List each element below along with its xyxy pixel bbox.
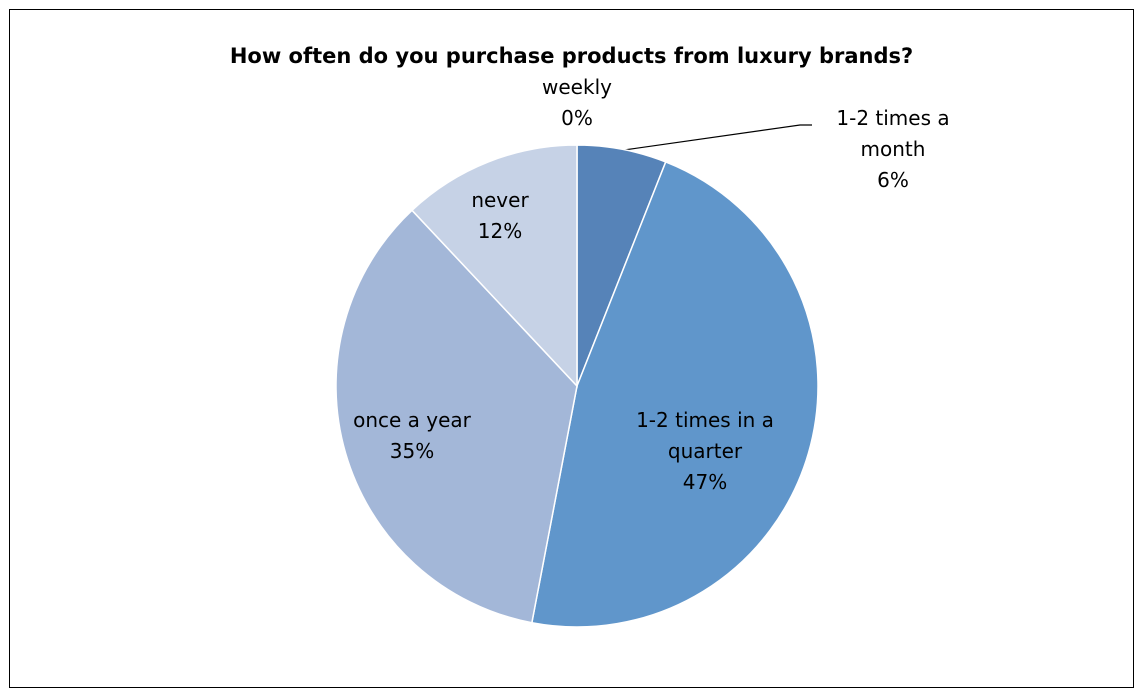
value-label: 12% xyxy=(477,219,523,243)
leader-line xyxy=(623,124,812,151)
category-label: weekly xyxy=(542,75,612,99)
value-label: 47% xyxy=(682,470,728,494)
chart-title: How often do you purchase products from … xyxy=(229,44,914,68)
data-label: weekly 0% xyxy=(507,72,647,134)
data-label: 1-2 times a month 6% xyxy=(823,103,963,196)
value-label: 0% xyxy=(561,106,593,130)
category-label: never xyxy=(471,188,529,212)
data-label: once a year 35% xyxy=(332,405,492,467)
data-label: 1-2 times in a quarter 47% xyxy=(625,405,785,498)
pie-slice xyxy=(335,209,578,624)
pie-slice xyxy=(410,144,578,388)
slices xyxy=(335,144,819,628)
category-label: 1-2 times in a quarter xyxy=(636,408,774,463)
value-label: 35% xyxy=(389,439,435,463)
category-label: once a year xyxy=(353,408,471,432)
pie-slice xyxy=(530,160,819,628)
value-label: 6% xyxy=(877,168,909,192)
category-label: 1-2 times a month xyxy=(836,106,950,161)
data-label: never 12% xyxy=(450,185,550,247)
